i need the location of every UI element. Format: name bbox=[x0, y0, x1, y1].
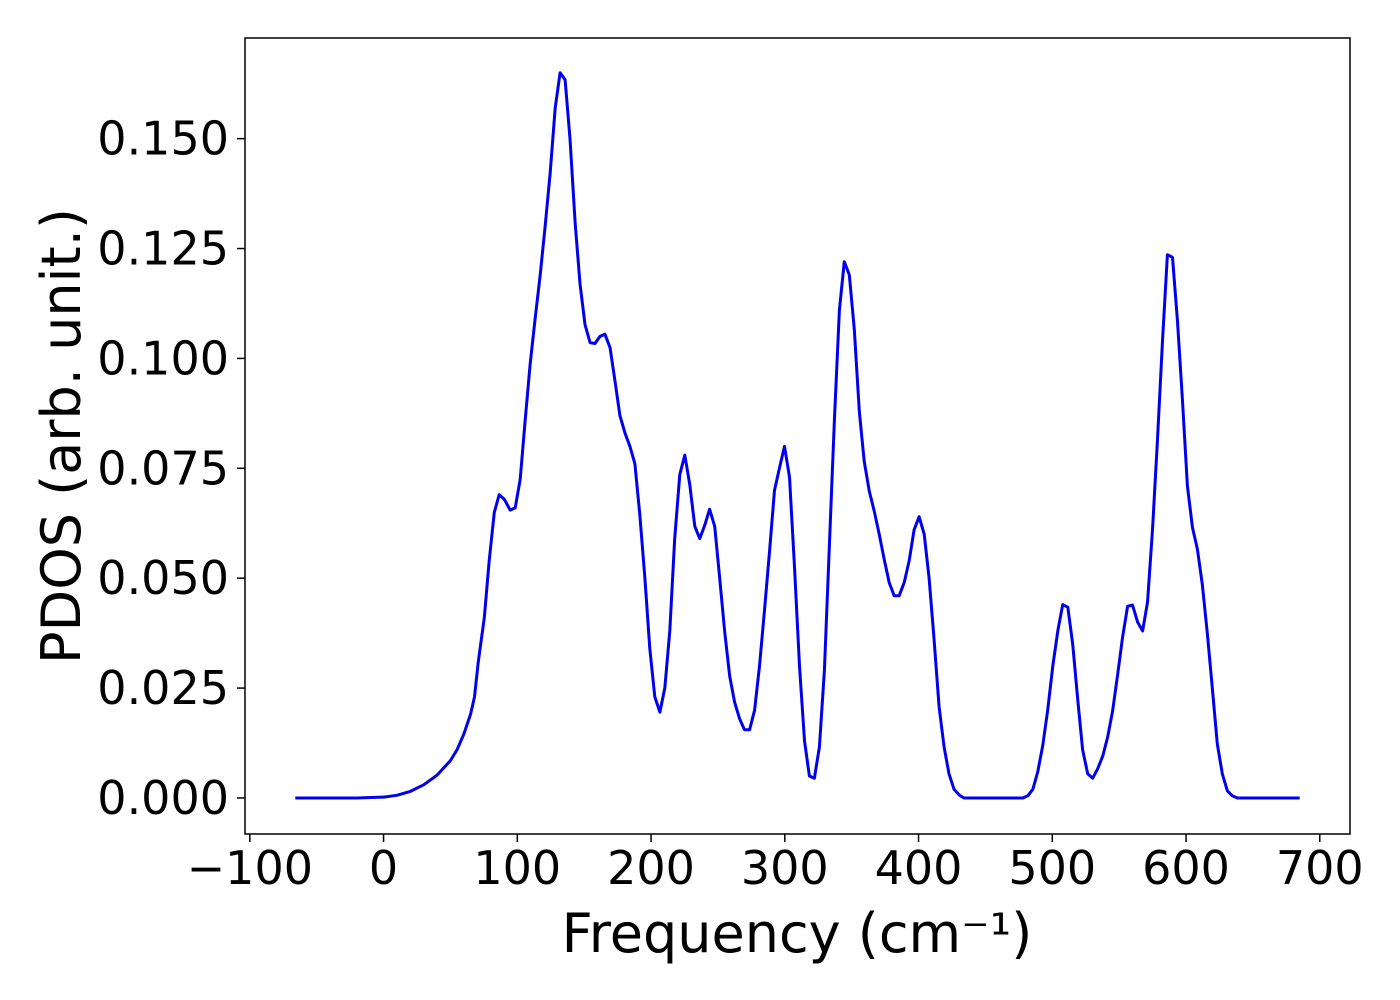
y-tick-label: 0.150 bbox=[97, 112, 229, 166]
x-tick-label: 0 bbox=[369, 841, 398, 895]
y-tick-label: 0.050 bbox=[97, 551, 229, 605]
line-series bbox=[295, 71, 1300, 800]
y-tick-label: 0.000 bbox=[97, 771, 229, 825]
x-tick-label: −100 bbox=[187, 841, 313, 895]
x-tick-label: 400 bbox=[875, 841, 963, 895]
x-tick-label: 500 bbox=[1008, 841, 1096, 895]
x-tick-label: 700 bbox=[1276, 841, 1364, 895]
y-tick-label: 0.100 bbox=[97, 331, 229, 385]
x-tick-label: 600 bbox=[1142, 841, 1230, 895]
y-tick-label: 0.125 bbox=[97, 222, 229, 276]
y-tick-label: 0.075 bbox=[97, 441, 229, 495]
x-tick-label: 100 bbox=[473, 841, 561, 895]
x-tick-label: 300 bbox=[741, 841, 829, 895]
plot-frame bbox=[244, 37, 1351, 835]
x-tick-label: 200 bbox=[607, 841, 695, 895]
x-axis-label: Frequency (cm⁻¹) bbox=[562, 902, 1033, 965]
y-axis-label: PDOS (arb. unit.) bbox=[30, 208, 93, 664]
y-tick-label: 0.025 bbox=[97, 661, 229, 715]
